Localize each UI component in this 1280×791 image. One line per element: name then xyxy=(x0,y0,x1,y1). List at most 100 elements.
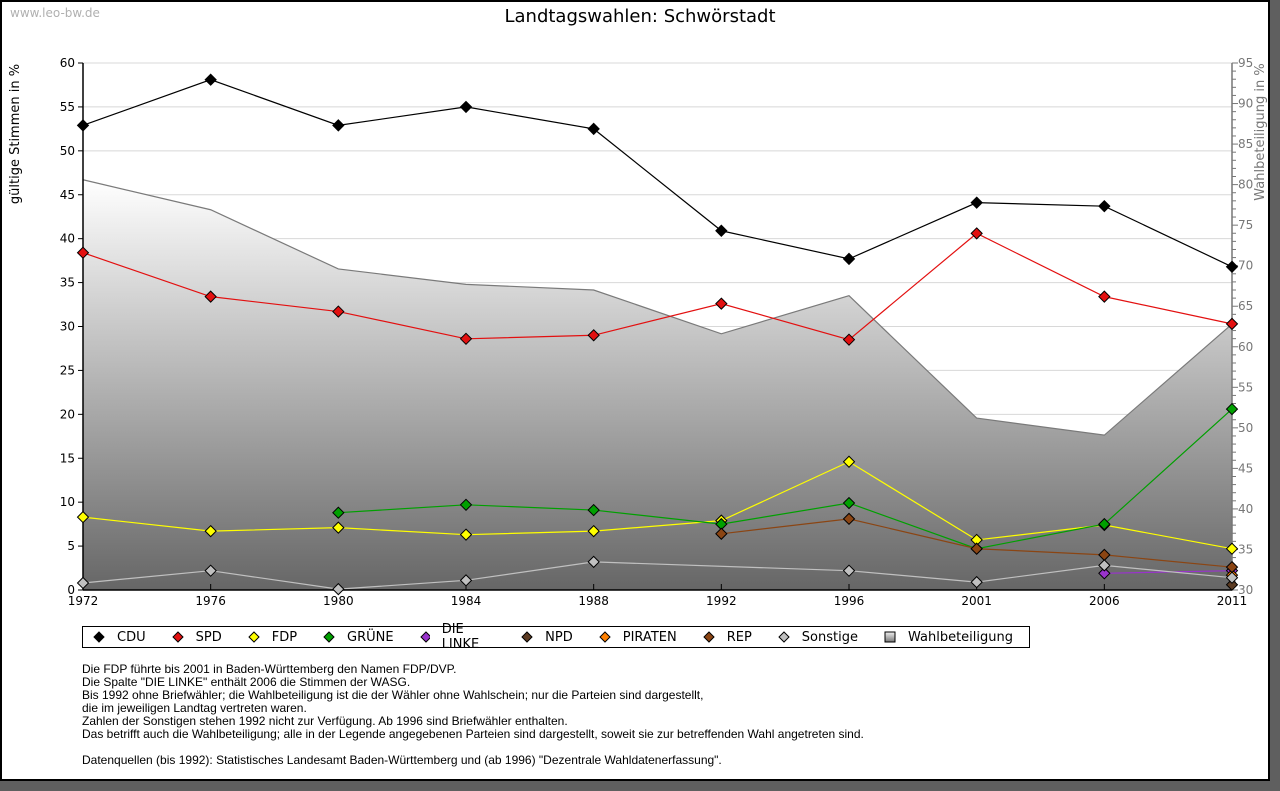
legend-diamond-icon xyxy=(171,631,184,643)
data-point-sonstige xyxy=(587,555,600,569)
legend-item: FDP xyxy=(248,630,297,645)
axes: 0 5 10 15 20 25 30 35 40 45 50 55 60 30 35 40 45 50 55 60 65… xyxy=(60,56,1254,608)
x-tick-label: 1972 xyxy=(68,594,99,608)
y-tick-label: 40 xyxy=(60,232,75,246)
series-line-spd xyxy=(82,232,1233,341)
y2-tick-label: 85 xyxy=(1238,137,1253,151)
y-tick-label: 25 xyxy=(60,363,75,377)
y2-tick-label: 95 xyxy=(1238,56,1253,70)
footnote-line: Datenquellen (bis 1992): Statistisches L… xyxy=(82,753,722,767)
data-point-spd xyxy=(332,305,345,318)
legend-swatch xyxy=(419,631,430,643)
data-point-grüne xyxy=(1225,402,1239,416)
data-point-sonstige xyxy=(459,574,473,587)
x-tick-label: 1996 xyxy=(834,594,865,608)
data-point-cdu xyxy=(1225,260,1239,273)
data-point-rep xyxy=(970,542,983,555)
data-point-sonstige xyxy=(842,564,856,577)
y-tick-label: 15 xyxy=(60,451,75,465)
y-tick-label: 60 xyxy=(60,56,75,70)
y2-tick-label: 45 xyxy=(1238,461,1253,475)
legend-label: CDU xyxy=(117,629,146,645)
data-point-spd xyxy=(587,329,600,342)
legend-swatch xyxy=(884,631,896,643)
y2-tick-label: 70 xyxy=(1238,259,1253,273)
series-line-fdp xyxy=(82,461,1233,550)
legend-diamond-icon xyxy=(323,631,335,643)
legend-label: NPD xyxy=(545,629,573,645)
legend-label: PIRATEN xyxy=(622,629,677,645)
y2-axis-label: Wahlbeteiligung in % xyxy=(1253,63,1268,200)
legend-diamond-icon xyxy=(93,631,105,643)
data-point-cdu xyxy=(204,73,217,86)
data-point-spd xyxy=(842,333,856,346)
legend-diamond-icon xyxy=(419,631,430,643)
legend-swatch xyxy=(778,631,790,643)
legend-diamond-icon xyxy=(702,631,715,643)
x-tick-label: 1976 xyxy=(195,594,226,608)
legend-item: NPD xyxy=(521,630,573,645)
data-point-cdu xyxy=(970,196,983,209)
series-markers xyxy=(76,73,1239,596)
data-point-sonstige xyxy=(204,564,217,577)
y-tick-label: 5 xyxy=(67,539,75,553)
legend-label: Wahlbeteiligung xyxy=(907,629,1013,645)
y2-tick-label: 50 xyxy=(1238,421,1253,435)
footnote-line: Die FDP führte bis 2001 in Baden-Württem… xyxy=(82,662,457,676)
legend-swatch xyxy=(171,631,184,643)
y-tick-label: 55 xyxy=(60,100,75,114)
legend-label: Sonstige xyxy=(801,629,858,645)
legend-diamond-icon xyxy=(599,631,611,643)
data-point-fdp xyxy=(204,524,217,538)
legend-item: CDU xyxy=(93,630,146,645)
legend-label: GRÜNE xyxy=(347,629,394,645)
y2-tick-label: 30 xyxy=(1238,583,1253,597)
x-tick-label: 2011 xyxy=(1217,594,1248,608)
data-point-grüne xyxy=(587,503,600,517)
turnout-line xyxy=(82,179,1233,436)
y-tick-label: 30 xyxy=(60,320,75,334)
data-point-sonstige xyxy=(332,582,345,596)
y-tick-label: 0 xyxy=(67,583,75,597)
data-point-cdu xyxy=(459,100,473,114)
data-point-fdp xyxy=(332,521,345,534)
data-point-spd xyxy=(1098,290,1111,303)
data-point-fdp xyxy=(1225,542,1239,555)
legend-diamond-icon xyxy=(521,631,533,643)
data-point-grüne xyxy=(459,498,473,512)
chart-title: Landtagswahlen: Schwörstadt xyxy=(504,6,776,27)
chart-canvas: 0 5 10 15 20 25 30 35 40 45 50 55 60 30 35 40 45 50 55 60 65… xyxy=(8,56,1268,608)
y2-tick-label: 80 xyxy=(1238,178,1253,192)
data-point-spd xyxy=(970,227,983,240)
legend-item: DIE LINKE xyxy=(419,622,496,652)
data-point-grüne xyxy=(842,496,856,510)
legend-swatch xyxy=(248,631,260,643)
data-point-fdp xyxy=(76,510,90,524)
data-point-spd xyxy=(76,246,90,259)
series-line-cdu xyxy=(82,79,1233,268)
x-tick-label: 1984 xyxy=(451,594,482,608)
data-point-npd xyxy=(1225,578,1239,591)
legend-item: REP xyxy=(702,629,752,645)
data-point-cdu xyxy=(587,122,600,136)
legend-label: FDP xyxy=(271,629,298,645)
x-tick-label: 1980 xyxy=(323,594,354,608)
data-point-spd xyxy=(715,297,728,310)
x-tick-label: 2001 xyxy=(961,594,992,608)
y2-tick-label: 75 xyxy=(1238,218,1253,232)
legend-swatch xyxy=(323,631,335,643)
data-point-grüne xyxy=(332,506,345,519)
data-point-sonstige xyxy=(970,575,983,589)
y-tick-label: 20 xyxy=(60,407,75,421)
x-tick-label: 1992 xyxy=(706,594,737,608)
data-point-spd xyxy=(1225,317,1239,331)
footnote-line: Die Spalte "DIE LINKE" enthält 2006 die … xyxy=(82,675,411,689)
y-tick-label: 35 xyxy=(60,276,75,290)
data-point-cdu xyxy=(715,224,728,237)
legend-label: REP xyxy=(726,629,752,645)
data-point-spd xyxy=(459,332,473,346)
y-tick-label: 50 xyxy=(60,144,75,158)
y2-tick-label: 60 xyxy=(1238,340,1253,354)
data-point-fdp xyxy=(587,524,600,538)
data-point-cdu xyxy=(1098,199,1111,213)
